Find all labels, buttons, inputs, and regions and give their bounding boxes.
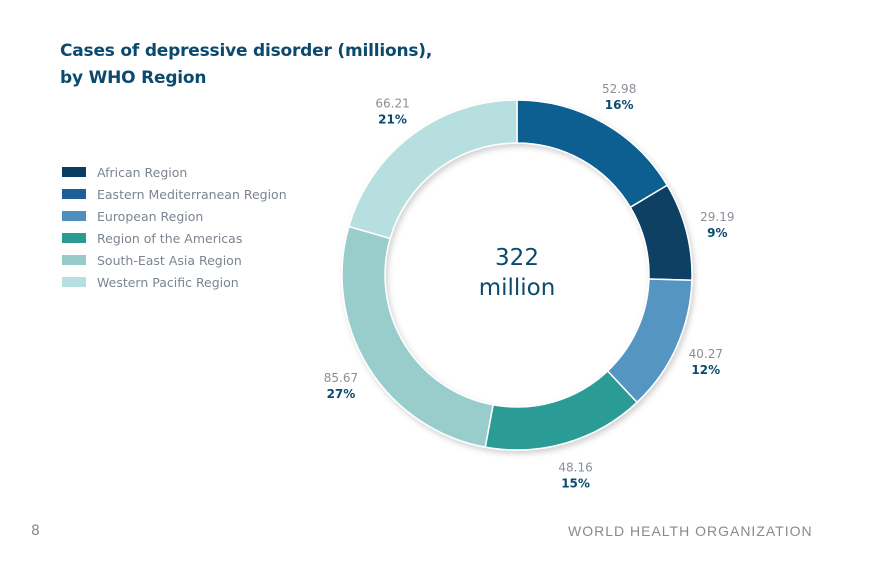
slice-value-label: 66.21 — [375, 97, 409, 111]
slice-percent-label: 21% — [378, 113, 407, 127]
donut-slice — [484, 369, 639, 451]
chart-title: Cases of depressive disorder (millions),… — [60, 38, 432, 92]
legend-item: Western Pacific Region — [62, 271, 287, 293]
donut-slice — [347, 99, 518, 240]
slice-percent-label: 27% — [327, 387, 356, 401]
legend-swatch — [62, 233, 86, 243]
slice-value-label: 40.27 — [689, 347, 723, 361]
legend-swatch — [62, 211, 86, 221]
slice-value-label: 48.16 — [558, 461, 592, 475]
slice-value-label: 52.98 — [602, 82, 636, 96]
legend-swatch — [62, 189, 86, 199]
legend-item: European Region — [62, 205, 287, 227]
legend-label: Region of the Americas — [97, 230, 243, 246]
legend-swatch — [62, 167, 86, 177]
legend-label: European Region — [97, 208, 204, 224]
slice-value-label: 29.19 — [700, 210, 734, 224]
page-number: 8 — [31, 523, 40, 539]
chart-title-line-2: by WHO Region — [60, 68, 207, 88]
donut-slice — [341, 225, 494, 448]
chart-title-line-1: Cases of depressive disorder (millions), — [60, 41, 433, 61]
legend-swatch — [62, 277, 86, 287]
donut-slice — [516, 99, 669, 209]
legend-label: South-East Asia Region — [97, 252, 242, 268]
slice-percent-label: 12% — [691, 363, 720, 377]
slice-value-label: 85.67 — [324, 371, 358, 385]
slice-percent-label: 16% — [605, 98, 634, 112]
legend-swatch — [62, 255, 86, 265]
legend-label: Eastern Mediterranean Region — [97, 186, 287, 202]
legend-item: South-East Asia Region — [62, 249, 287, 271]
legend-item: Eastern Mediterranean Region — [62, 183, 287, 205]
legend-item: Region of the Americas — [62, 227, 287, 249]
legend: African Region Eastern Mediterranean Regi… — [62, 161, 287, 293]
center-label: million — [479, 275, 556, 301]
legend-label: Western Pacific Region — [97, 274, 239, 290]
legend-item: African Region — [62, 161, 287, 183]
slice-percent-label: 15% — [561, 477, 590, 491]
footer-organization: WORLD HEALTH ORGANIZATION — [568, 523, 813, 539]
slice-percent-label: 9% — [707, 226, 727, 240]
center-label: 322 — [495, 245, 539, 271]
legend-label: African Region — [97, 164, 188, 180]
